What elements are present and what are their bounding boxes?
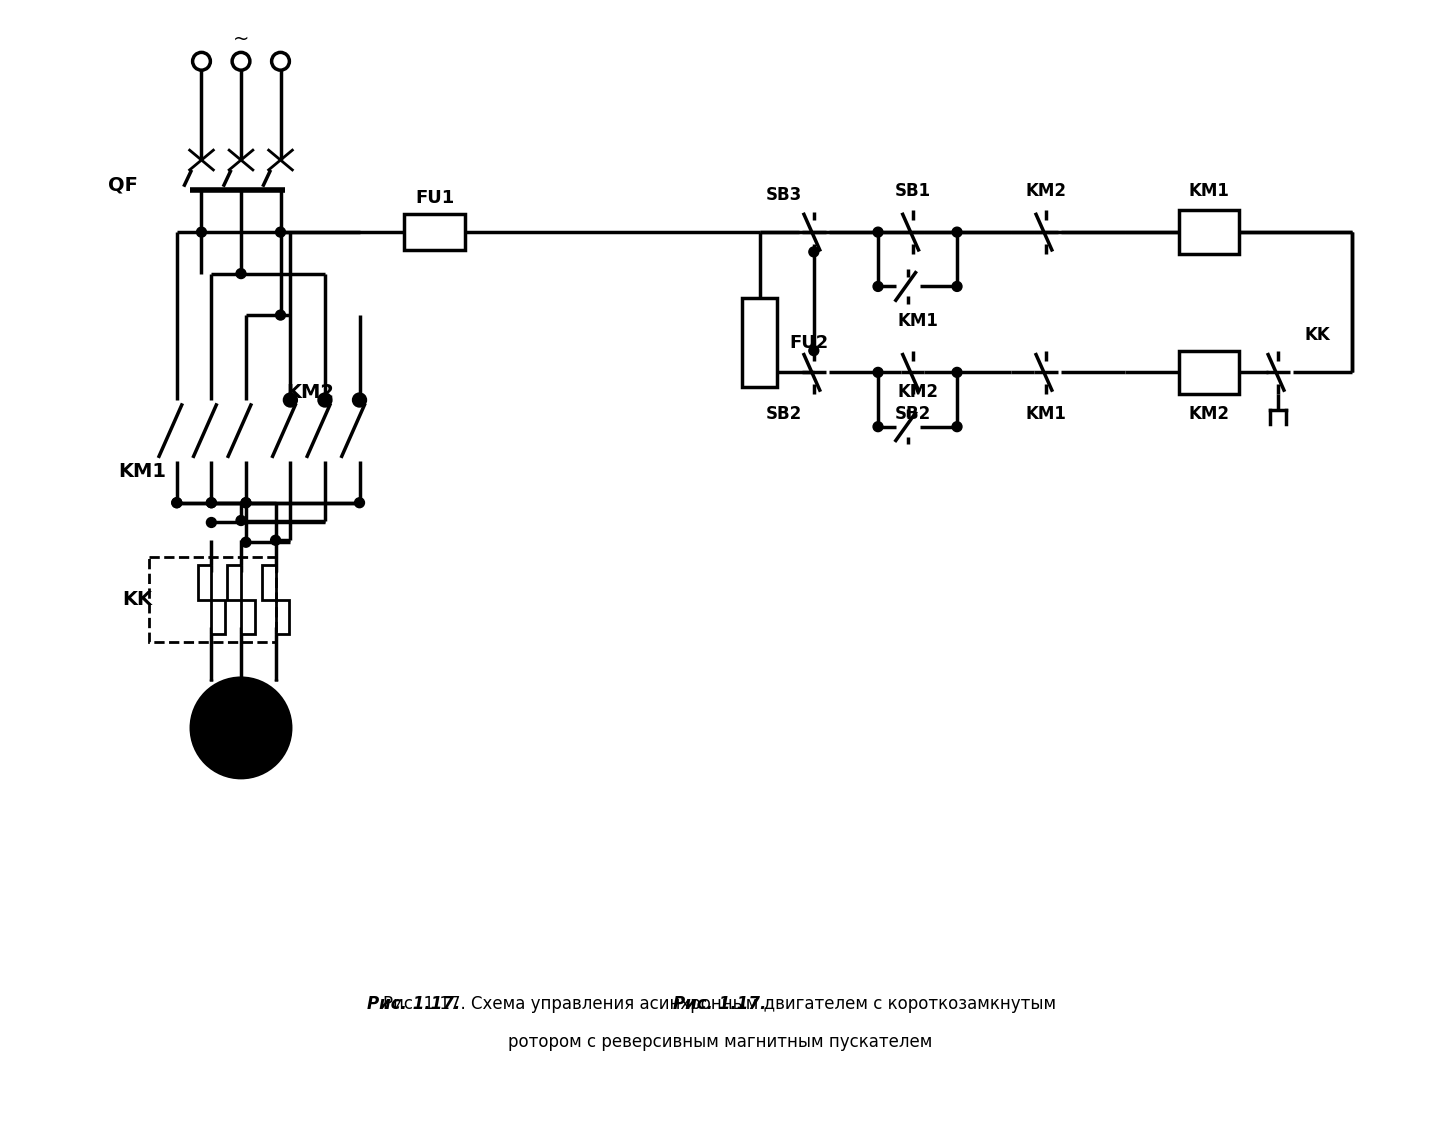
Text: KM1: KM1 — [1188, 182, 1230, 200]
Bar — [240, 600, 255, 634]
Circle shape — [171, 497, 181, 508]
Bar — [1179, 210, 1238, 254]
Text: Рис. 1.17. Схема управления асинхронным двигателем с короткозамкнутым: Рис. 1.17. Схема управления асинхронным … — [383, 995, 1057, 1013]
Bar — [228, 565, 240, 600]
Text: KM2: KM2 — [897, 383, 937, 401]
Circle shape — [240, 537, 251, 547]
Circle shape — [320, 394, 331, 405]
Bar — [212, 600, 225, 634]
Text: KK: KK — [122, 590, 153, 609]
Circle shape — [275, 227, 285, 237]
Text: Рис. 1.17.: Рис. 1.17. — [674, 995, 766, 1013]
Bar — [262, 565, 275, 600]
Circle shape — [952, 227, 962, 237]
Text: KM1: KM1 — [1025, 405, 1067, 423]
Bar — [275, 600, 289, 634]
Circle shape — [873, 422, 883, 431]
Circle shape — [873, 367, 883, 377]
Circle shape — [952, 282, 962, 291]
Circle shape — [873, 282, 883, 291]
Text: SB1: SB1 — [894, 182, 930, 200]
Text: QF: QF — [108, 175, 137, 194]
Text: Рис. 1.17.: Рис. 1.17. — [367, 995, 461, 1013]
Bar — [150, 557, 275, 642]
Text: M: M — [229, 716, 253, 740]
Circle shape — [873, 227, 883, 237]
Text: KM1: KM1 — [118, 462, 166, 481]
Circle shape — [285, 394, 297, 405]
Circle shape — [206, 497, 216, 508]
Text: KM2: KM2 — [287, 383, 334, 402]
Text: SB2: SB2 — [894, 405, 930, 423]
Circle shape — [952, 367, 962, 377]
Circle shape — [196, 227, 206, 237]
Circle shape — [171, 497, 181, 508]
Bar — [742, 299, 778, 387]
Circle shape — [202, 688, 281, 767]
Circle shape — [275, 310, 285, 320]
Circle shape — [809, 346, 819, 356]
Circle shape — [809, 247, 819, 257]
Circle shape — [236, 515, 246, 526]
Text: KM2: KM2 — [1188, 405, 1230, 423]
Text: FU1: FU1 — [415, 189, 454, 207]
Circle shape — [206, 497, 216, 508]
Circle shape — [206, 518, 216, 528]
Text: FU2: FU2 — [789, 334, 828, 351]
Circle shape — [240, 497, 251, 508]
Circle shape — [236, 268, 246, 279]
Text: ротором с реверсивным магнитным пускателем: ротором с реверсивным магнитным пускател… — [508, 1033, 932, 1051]
Circle shape — [952, 422, 962, 431]
Text: KM2: KM2 — [1025, 182, 1067, 200]
Circle shape — [240, 497, 251, 508]
Text: KK: KK — [1305, 326, 1331, 344]
Text: ~: ~ — [233, 30, 249, 49]
Bar — [405, 214, 465, 250]
Bar — [197, 565, 212, 600]
Text: SB3: SB3 — [766, 185, 802, 203]
Circle shape — [354, 394, 366, 405]
Circle shape — [271, 536, 281, 545]
Text: SB2: SB2 — [766, 405, 802, 423]
Circle shape — [192, 678, 291, 777]
Circle shape — [354, 497, 364, 508]
Bar — [1179, 350, 1238, 394]
Text: KM1: KM1 — [897, 312, 937, 330]
